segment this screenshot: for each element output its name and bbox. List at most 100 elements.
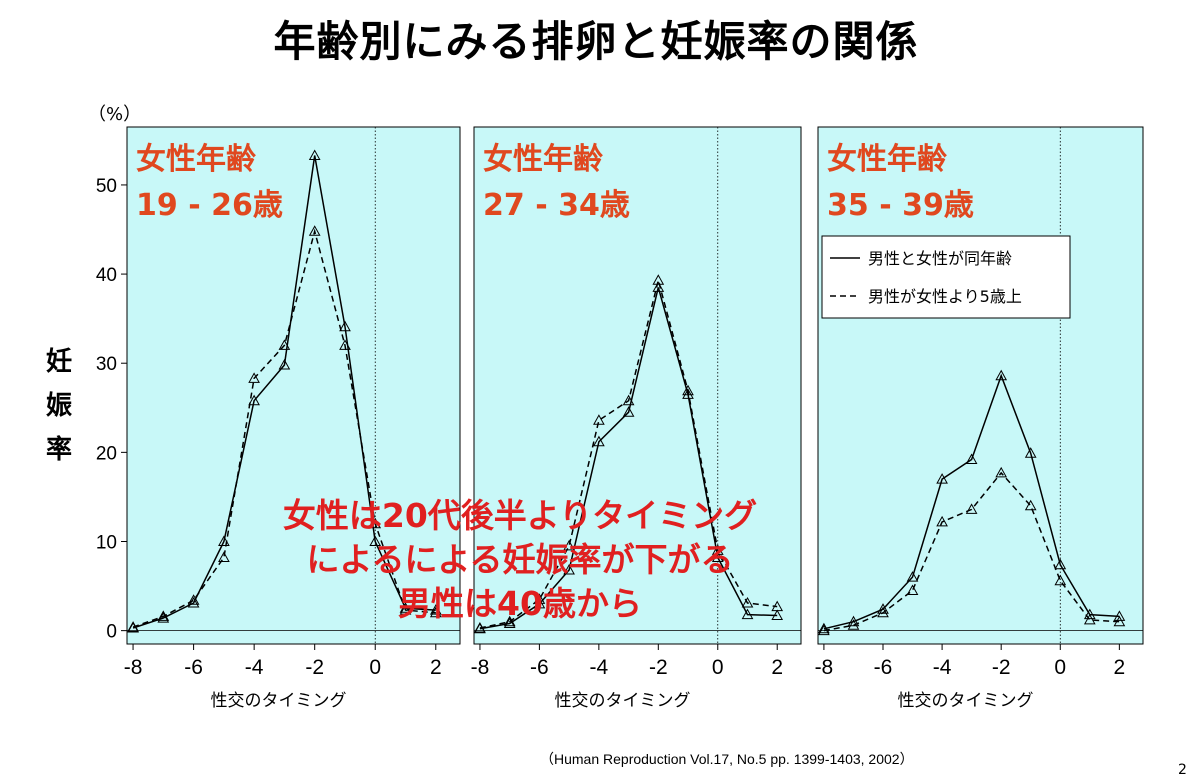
panel-label-line2: 27 - 34歳: [483, 188, 630, 223]
panel-background: [817, 126, 1144, 645]
x-tick-label: -2: [305, 656, 324, 679]
x-tick-label: -8: [471, 656, 490, 679]
data-point-triangle: [995, 466, 1008, 478]
data-point-triangle: [503, 617, 516, 628]
x-tick-label: -6: [184, 656, 203, 679]
data-point-triangle: [1083, 608, 1096, 620]
data-point-triangle: [1113, 615, 1126, 627]
data-point-triangle: [1024, 447, 1037, 458]
data-point-triangle: [248, 394, 260, 406]
chart-panel: -8 -6 -4 -2 0 2 性交のタイミング 女性年齢 27 - 34歳: [471, 126, 802, 711]
data-point-triangle: [906, 571, 919, 582]
y-tick-label: 40: [96, 265, 117, 286]
data-point-triangle: [711, 544, 724, 555]
x-tick-label: 2: [1114, 656, 1126, 679]
data-point-triangle: [339, 339, 351, 350]
panel-label-line2: 35 - 39歳: [827, 188, 974, 223]
data-point-triangle: [682, 384, 694, 396]
x-axis-label: 性交のタイミング: [211, 691, 347, 711]
data-point-triangle: [369, 517, 382, 529]
data-point-triangle: [278, 358, 291, 370]
data-point-triangle: [622, 406, 635, 417]
x-tick-label: 2: [771, 656, 783, 679]
x-tick-label: -4: [590, 656, 609, 679]
data-point-triangle: [157, 612, 170, 623]
data-point-triangle: [248, 372, 260, 383]
data-point-triangle: [847, 619, 860, 630]
panel-label-line1: 女性年齢: [136, 142, 256, 177]
y-axis-label: 妊 娠 率: [44, 340, 74, 472]
series-line-dashed: [132, 228, 436, 628]
data-point-triangle: [818, 624, 830, 636]
data-point-triangle: [399, 604, 412, 615]
y-axis-label-char: 娠: [45, 391, 72, 421]
x-tick-label: -4: [245, 656, 264, 679]
chart-panel: -8 -6 -4 -2 0 2 性交のタイミング 0 10 20 30 40 50 女性年齢 19 - 26…: [96, 126, 461, 711]
data-point-triangle: [399, 602, 412, 613]
data-point-triangle: [157, 610, 170, 621]
data-point-triangle: [593, 435, 605, 447]
x-tick-label: -2: [649, 656, 668, 679]
data-point-triangle: [771, 600, 784, 612]
legend-entry-label: 男性が女性より5歳上: [868, 287, 1022, 306]
data-point-triangle: [818, 622, 830, 634]
data-point-triangle: [652, 274, 665, 285]
annotation-line: 女性は20代後半よりタイミング: [282, 496, 758, 535]
page-title: 年齢別にみる排卵と妊娠率の関係: [273, 17, 919, 66]
series-line-solid: [132, 155, 436, 629]
data-point-triangle: [593, 414, 605, 425]
data-point-triangle: [218, 551, 230, 562]
data-point-triangle: [771, 609, 784, 620]
y-tick-label: 50: [96, 176, 117, 197]
data-point-triangle: [682, 388, 694, 399]
panel-background: [126, 126, 461, 645]
x-tick-label: -8: [124, 656, 143, 679]
series-line-solid: [479, 287, 778, 630]
x-tick-label: -8: [815, 656, 834, 679]
data-point-triangle: [187, 594, 200, 605]
y-tick-label: 30: [96, 354, 117, 375]
data-point-triangle: [278, 339, 291, 350]
data-point-triangle: [965, 453, 978, 464]
data-point-triangle: [429, 606, 442, 618]
panel-label-line1: 女性年齢: [827, 142, 947, 177]
data-point-triangle: [1083, 613, 1096, 625]
legend-box: [821, 235, 1071, 319]
data-point-triangle: [622, 394, 635, 406]
data-point-triangle: [339, 320, 351, 332]
x-axis-label: 性交のタイミング: [898, 691, 1034, 711]
data-point-triangle: [308, 225, 321, 236]
data-point-triangle: [563, 539, 575, 551]
data-point-triangle: [711, 551, 724, 562]
legend-entry-label: 男性と女性が同年齢: [868, 249, 1012, 268]
panel-background: [473, 126, 802, 645]
data-point-triangle: [1024, 499, 1037, 511]
y-axis-label-char: 妊: [45, 347, 72, 377]
data-point-triangle: [1054, 558, 1067, 570]
data-point-triangle: [1113, 610, 1126, 621]
x-tick-label: -2: [992, 656, 1011, 679]
y-axis-unit: （%）: [88, 104, 142, 125]
chart-panel: -8 -6 -4 -2 0 2 性交のタイミング 女性年齢 35 - 39歳男性と女性が同年齢男…: [815, 126, 1144, 711]
data-point-triangle: [965, 503, 978, 514]
series-line-solid: [823, 373, 1120, 630]
x-tick-label: 2: [430, 656, 442, 679]
data-point-triangle: [936, 473, 948, 484]
data-point-triangle: [308, 149, 321, 160]
x-axis-label: 性交のタイミング: [555, 691, 691, 711]
data-point-triangle: [187, 596, 200, 608]
data-point-triangle: [503, 615, 516, 627]
y-tick-label: 0: [106, 622, 117, 643]
y-axis-label-char: 率: [45, 435, 72, 465]
page-number: 2: [1178, 762, 1187, 778]
data-point-triangle: [936, 515, 948, 527]
data-point-triangle: [741, 608, 754, 620]
x-tick-label: -6: [530, 656, 549, 679]
data-point-triangle: [563, 563, 575, 575]
series-line-dashed: [823, 471, 1120, 632]
y-tick-label: 10: [96, 532, 117, 553]
data-point-triangle: [995, 369, 1008, 381]
panel-label-line1: 女性年齢: [483, 142, 603, 177]
